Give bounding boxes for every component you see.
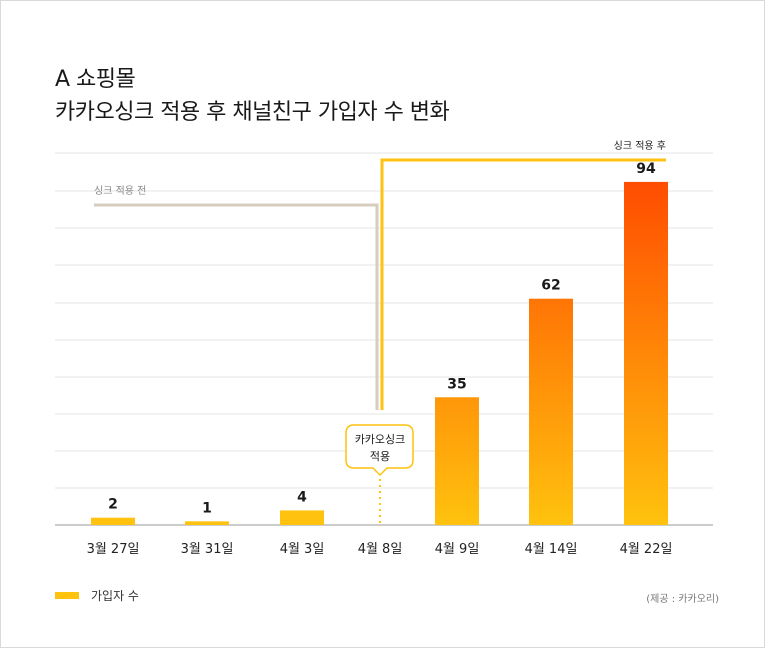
bar-7 [624, 181, 668, 525]
legend: 가입자 수 [55, 587, 139, 604]
x-tick-label: 3월 31일 [181, 542, 234, 557]
x-tick-label: 4월 14일 [525, 542, 578, 557]
x-tick-label: 4월 3일 [280, 542, 325, 557]
callout-text-line-2: 적용 [370, 450, 390, 463]
after-sync-label: 싱크 적용 후 [614, 140, 666, 152]
callout-bubble [345, 424, 414, 477]
legend-label: 가입자 수 [91, 589, 139, 603]
before-sync-line [94, 203, 379, 410]
source-note: (제공 : 카카오리) [646, 594, 719, 605]
bars [91, 181, 668, 525]
bar-2 [185, 521, 229, 525]
bar-1 [91, 517, 135, 525]
grid-lines [55, 152, 713, 526]
x-tick-label: 3월 27일 [87, 542, 140, 557]
x-tick-label: 4월 22일 [620, 542, 673, 557]
sync-period-lines: 싱크 적용 전 싱크 적용 후 [94, 140, 666, 410]
bar-value-labels: 2 1 4 35 62 94 [108, 161, 656, 516]
legend-swatch [55, 592, 79, 599]
bar-value-label: 62 [541, 278, 560, 294]
x-axis-tick-labels: 3월 27일 3월 31일 4월 3일 4월 8일 4월 9일 4월 14일 4월 22일 [87, 542, 673, 557]
bar-value-label: 94 [636, 161, 656, 177]
bar-value-label: 2 [108, 497, 118, 513]
callout-text-line-1: 카카오싱크 [355, 433, 406, 446]
chart-title: A 쇼핑몰 카카오싱크 적용 후 채널친구 가입자 수 변화 [55, 63, 450, 129]
x-tick-label: 4월 8일 [358, 542, 403, 557]
x-tick-label: 4월 9일 [435, 542, 480, 557]
before-sync-label: 싱크 적용 전 [94, 185, 146, 197]
bar-value-label: 35 [447, 376, 466, 392]
bar-value-label: 1 [202, 500, 212, 516]
after-sync-line [380, 158, 666, 410]
bar-3 [280, 510, 324, 525]
title-line-1: A 쇼핑몰 [55, 67, 136, 92]
title-line-2: 카카오싱크 적용 후 채널친구 가입자 수 변화 [55, 100, 450, 125]
bar-value-label: 4 [297, 489, 307, 505]
bar-5 [435, 397, 479, 525]
bar-6 [529, 298, 573, 525]
